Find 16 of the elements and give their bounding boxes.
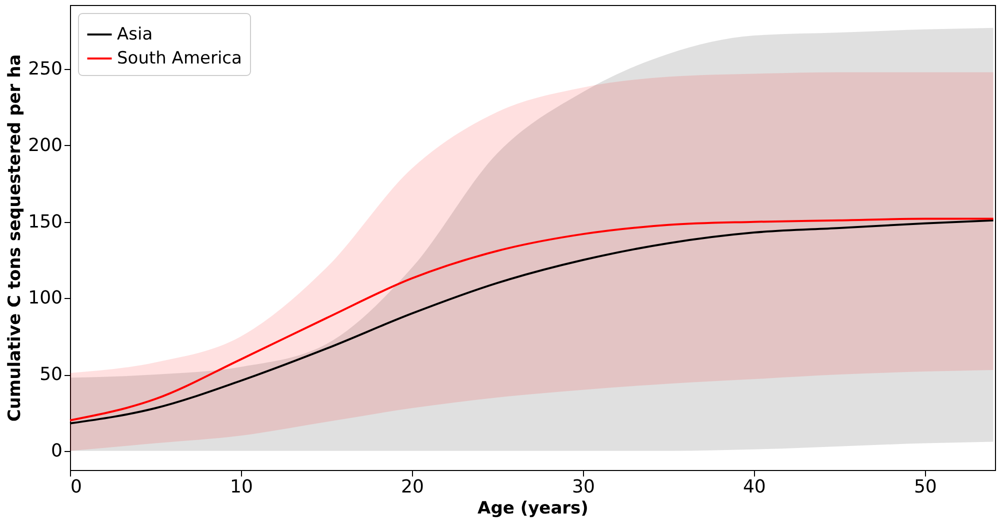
x-tick-label: 40 (742, 476, 766, 498)
y-axis-title: Cumulative C tons sequestered per ha (5, 54, 26, 422)
x-tick-label: 20 (401, 476, 424, 498)
x-tick-label: 50 (914, 476, 937, 498)
legend-label: Asia (117, 24, 153, 44)
y-tick-label: 250 (28, 58, 62, 80)
y-tick-label: 50 (40, 364, 62, 386)
legend-label: South America (117, 48, 242, 68)
x-tick-label: 30 (572, 476, 595, 498)
x-tick-label: 0 (70, 476, 82, 498)
y-tick-label: 200 (28, 134, 62, 156)
x-axis-title: Age (years) (478, 498, 588, 518)
x-tick-label: 10 (230, 476, 253, 498)
y-tick-label: 0 (51, 440, 62, 462)
y-tick-label: 100 (28, 288, 62, 309)
y-tick-label: 150 (28, 211, 62, 232)
